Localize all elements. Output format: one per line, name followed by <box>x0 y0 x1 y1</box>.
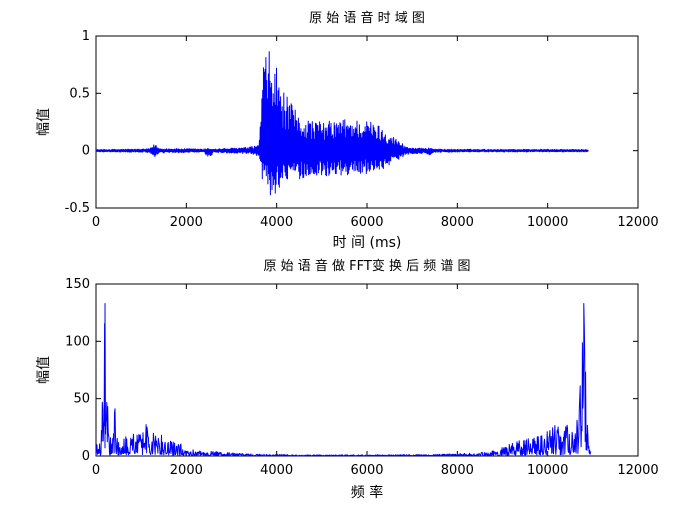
spectrum-axes: 原 始 语 音 做 FFT变 换 后 频 谱 图 频 率 幅值 0 2000 400… <box>36 258 659 501</box>
time-domain-x-tick-label: 12000 <box>617 215 658 230</box>
spectrum-title: 原 始 语 音 做 FFT变 换 后 频 谱 图 <box>264 258 471 274</box>
spectrum-x-tick-label: 2000 <box>170 463 203 478</box>
spectrum-y-tick-label: 100 <box>65 334 90 349</box>
time-domain-title: 原 始 语 音 时 域 图 <box>309 10 425 26</box>
time-domain-series <box>95 51 589 196</box>
spectrum-x-tick-label: 12000 <box>617 463 658 478</box>
time-domain-x-tick-label: 8000 <box>441 215 474 230</box>
time-domain-x-tick-label: 2000 <box>170 215 203 230</box>
spectrum-y-tick-label: 0 <box>82 449 90 464</box>
time-domain-x-tick-label: 6000 <box>350 215 383 230</box>
spectrum-x-tick-label: 8000 <box>441 463 474 478</box>
spectrum-y-axis-label: 幅值 <box>36 356 52 384</box>
time-domain-y-tick-label: 0 <box>82 144 90 159</box>
time-domain-y-axis-label: 幅值 <box>36 108 52 136</box>
time-domain-y-tick-label: 1 <box>82 29 90 44</box>
spectrum-x-axis-label: 频 率 <box>351 484 383 501</box>
spectrum-y-tick-label: 150 <box>65 277 90 292</box>
spectrum-x-tick-label: 4000 <box>260 463 293 478</box>
time-domain-x-tick-label: 10000 <box>527 215 568 230</box>
time-domain-x-axis-label: 时 间 (ms) <box>333 235 402 251</box>
spectrum-plot-area <box>95 283 639 457</box>
spectrum-x-tick-label: 6000 <box>350 463 383 478</box>
time-domain-x-tick-label: 0 <box>92 215 100 230</box>
time-domain-x-tick-label: 4000 <box>260 215 293 230</box>
spectrum-x-tick-label: 10000 <box>527 463 568 478</box>
spectrum-x-tick-label: 0 <box>92 463 100 478</box>
time-domain-y-tick-label: 0.5 <box>69 86 90 101</box>
spectrum-series <box>95 303 592 457</box>
time-domain-y-tick-label: -0.5 <box>65 201 90 216</box>
spectrum-signal-line <box>95 303 592 457</box>
time-domain-axes: 原 始 语 音 时 域 图 时 间 (ms) 幅值 0 2000 4000 6000 8… <box>36 10 659 251</box>
spectrum-ticks: 0 2000 4000 6000 8000 10000 12000 0 50 100 150 <box>65 277 659 478</box>
time-domain-signal-line <box>95 51 589 196</box>
time-domain-ticks: 0 2000 4000 6000 8000 10000 12000-0.500.51 <box>65 29 659 230</box>
spectrum-y-tick-label: 50 <box>73 392 90 407</box>
